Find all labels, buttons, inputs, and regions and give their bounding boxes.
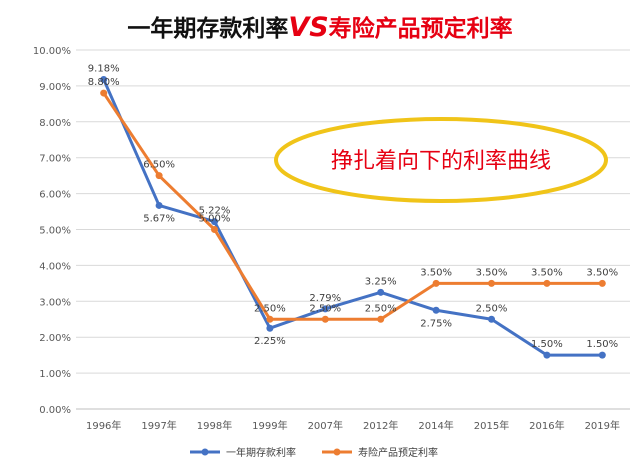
data-label: 2.50% [476,303,508,314]
y-tick-label: 6.00% [39,190,71,201]
series-layer [100,75,606,359]
data-label: 3.50% [476,267,508,278]
data-label: 3.50% [420,267,452,278]
y-tick-label: 10.00% [33,46,71,57]
legend-marker [201,448,209,456]
series-2-point [543,279,551,287]
callout-ellipse [274,117,608,203]
data-label: 3.25% [365,276,397,287]
data-label: 1.50% [586,339,618,350]
series-line-1 [102,77,604,357]
x-tick-label: 2014年 [418,419,453,432]
series-2-point [598,279,606,287]
data-label: 8.80% [88,77,120,88]
series-1-point [155,201,163,209]
data-label: 5.00% [199,214,231,225]
series-1-point [488,315,495,323]
chart-title: 一年期存款利率VS寿险产品预定利率 [127,12,512,43]
y-tick-label: 1.00% [39,369,71,380]
data-label: 1.50% [531,339,563,350]
series-2-point [266,315,274,323]
title-part-vs: VS [288,12,328,43]
y-tick-label: 4.00% [39,261,71,272]
x-tick-label: 2007年 [308,419,343,432]
series-1-point [266,324,274,332]
series-1-point [100,75,108,83]
data-label: 2.75% [420,318,452,329]
title-part-deposit: 一年期存款利率 [127,15,288,42]
data-label: 5.22% [199,206,231,217]
callout-text: 挣扎着向下的利率曲线 [331,149,551,174]
data-label: 6.50% [143,160,175,171]
series-1-point [211,218,218,226]
data-label: 3.50% [586,267,618,278]
y-tick-label: 3.00% [39,297,71,308]
series-2-point [488,279,495,287]
x-tick-label: 2016年 [529,419,564,432]
series-1-point [543,351,551,359]
x-axis-ticks: 1996年 1997年 1998年 1999年 2007年 2012年 2014年 2015年… [86,419,620,432]
x-tick-label: 2012年 [363,419,398,432]
series-1-point [321,305,329,313]
y-tick-label: 7.00% [39,154,71,165]
data-label: 5.67% [143,213,175,224]
y-tick-label: 9.00% [39,82,71,93]
x-tick-label: 1996年 [86,419,121,432]
data-label: 2.50% [254,303,286,314]
callout: 挣扎着向下的利率曲线 [274,117,608,203]
y-tick-label: 5.00% [39,226,71,237]
legend-label: 一年期存款利率 [226,446,296,459]
x-tick-label: 1997年 [141,419,176,432]
legend: 一年期存款利率 寿险产品预定利率 [190,446,438,459]
gridlines [76,49,630,410]
legend-label: 寿险产品预定利率 [358,446,438,459]
data-labels: 9.18% 5.67% 5.22% 2.25% 2.79% 3.25% 2.75% 2.50%… [88,63,618,350]
data-label: 2.50% [309,303,341,314]
series-2-point [377,315,385,323]
data-label: 3.50% [531,267,563,278]
series-line-2 [102,91,604,321]
y-axis-ticks: 0.00% 1.00% 2.00% 3.00% 4.00% 5.00% 6.00% 7.00%… [33,46,71,416]
data-label: 9.18% [88,63,120,74]
series-2-point [321,315,329,323]
data-label: 2.79% [309,293,341,304]
series-2-point [432,279,440,287]
series-1-point [377,288,385,296]
title-part-insurance: 寿险产品预定利率 [329,15,513,42]
x-tick-label: 2019年 [585,419,620,432]
series-1-point [432,306,440,314]
y-tick-label: 8.00% [39,118,71,129]
y-tick-label: 2.00% [39,333,71,344]
series-2-point [211,226,218,233]
x-tick-label: 1998年 [197,419,232,432]
series-1-point [598,351,606,359]
data-label: 2.25% [254,336,286,347]
y-tick-label: 0.00% [39,405,71,416]
x-tick-label: 1999年 [252,419,287,432]
series-2-point [155,172,163,180]
legend-marker [333,448,341,456]
data-label: 2.50% [365,303,397,314]
series-2-point [100,89,108,97]
x-tick-label: 2015年 [474,419,509,432]
